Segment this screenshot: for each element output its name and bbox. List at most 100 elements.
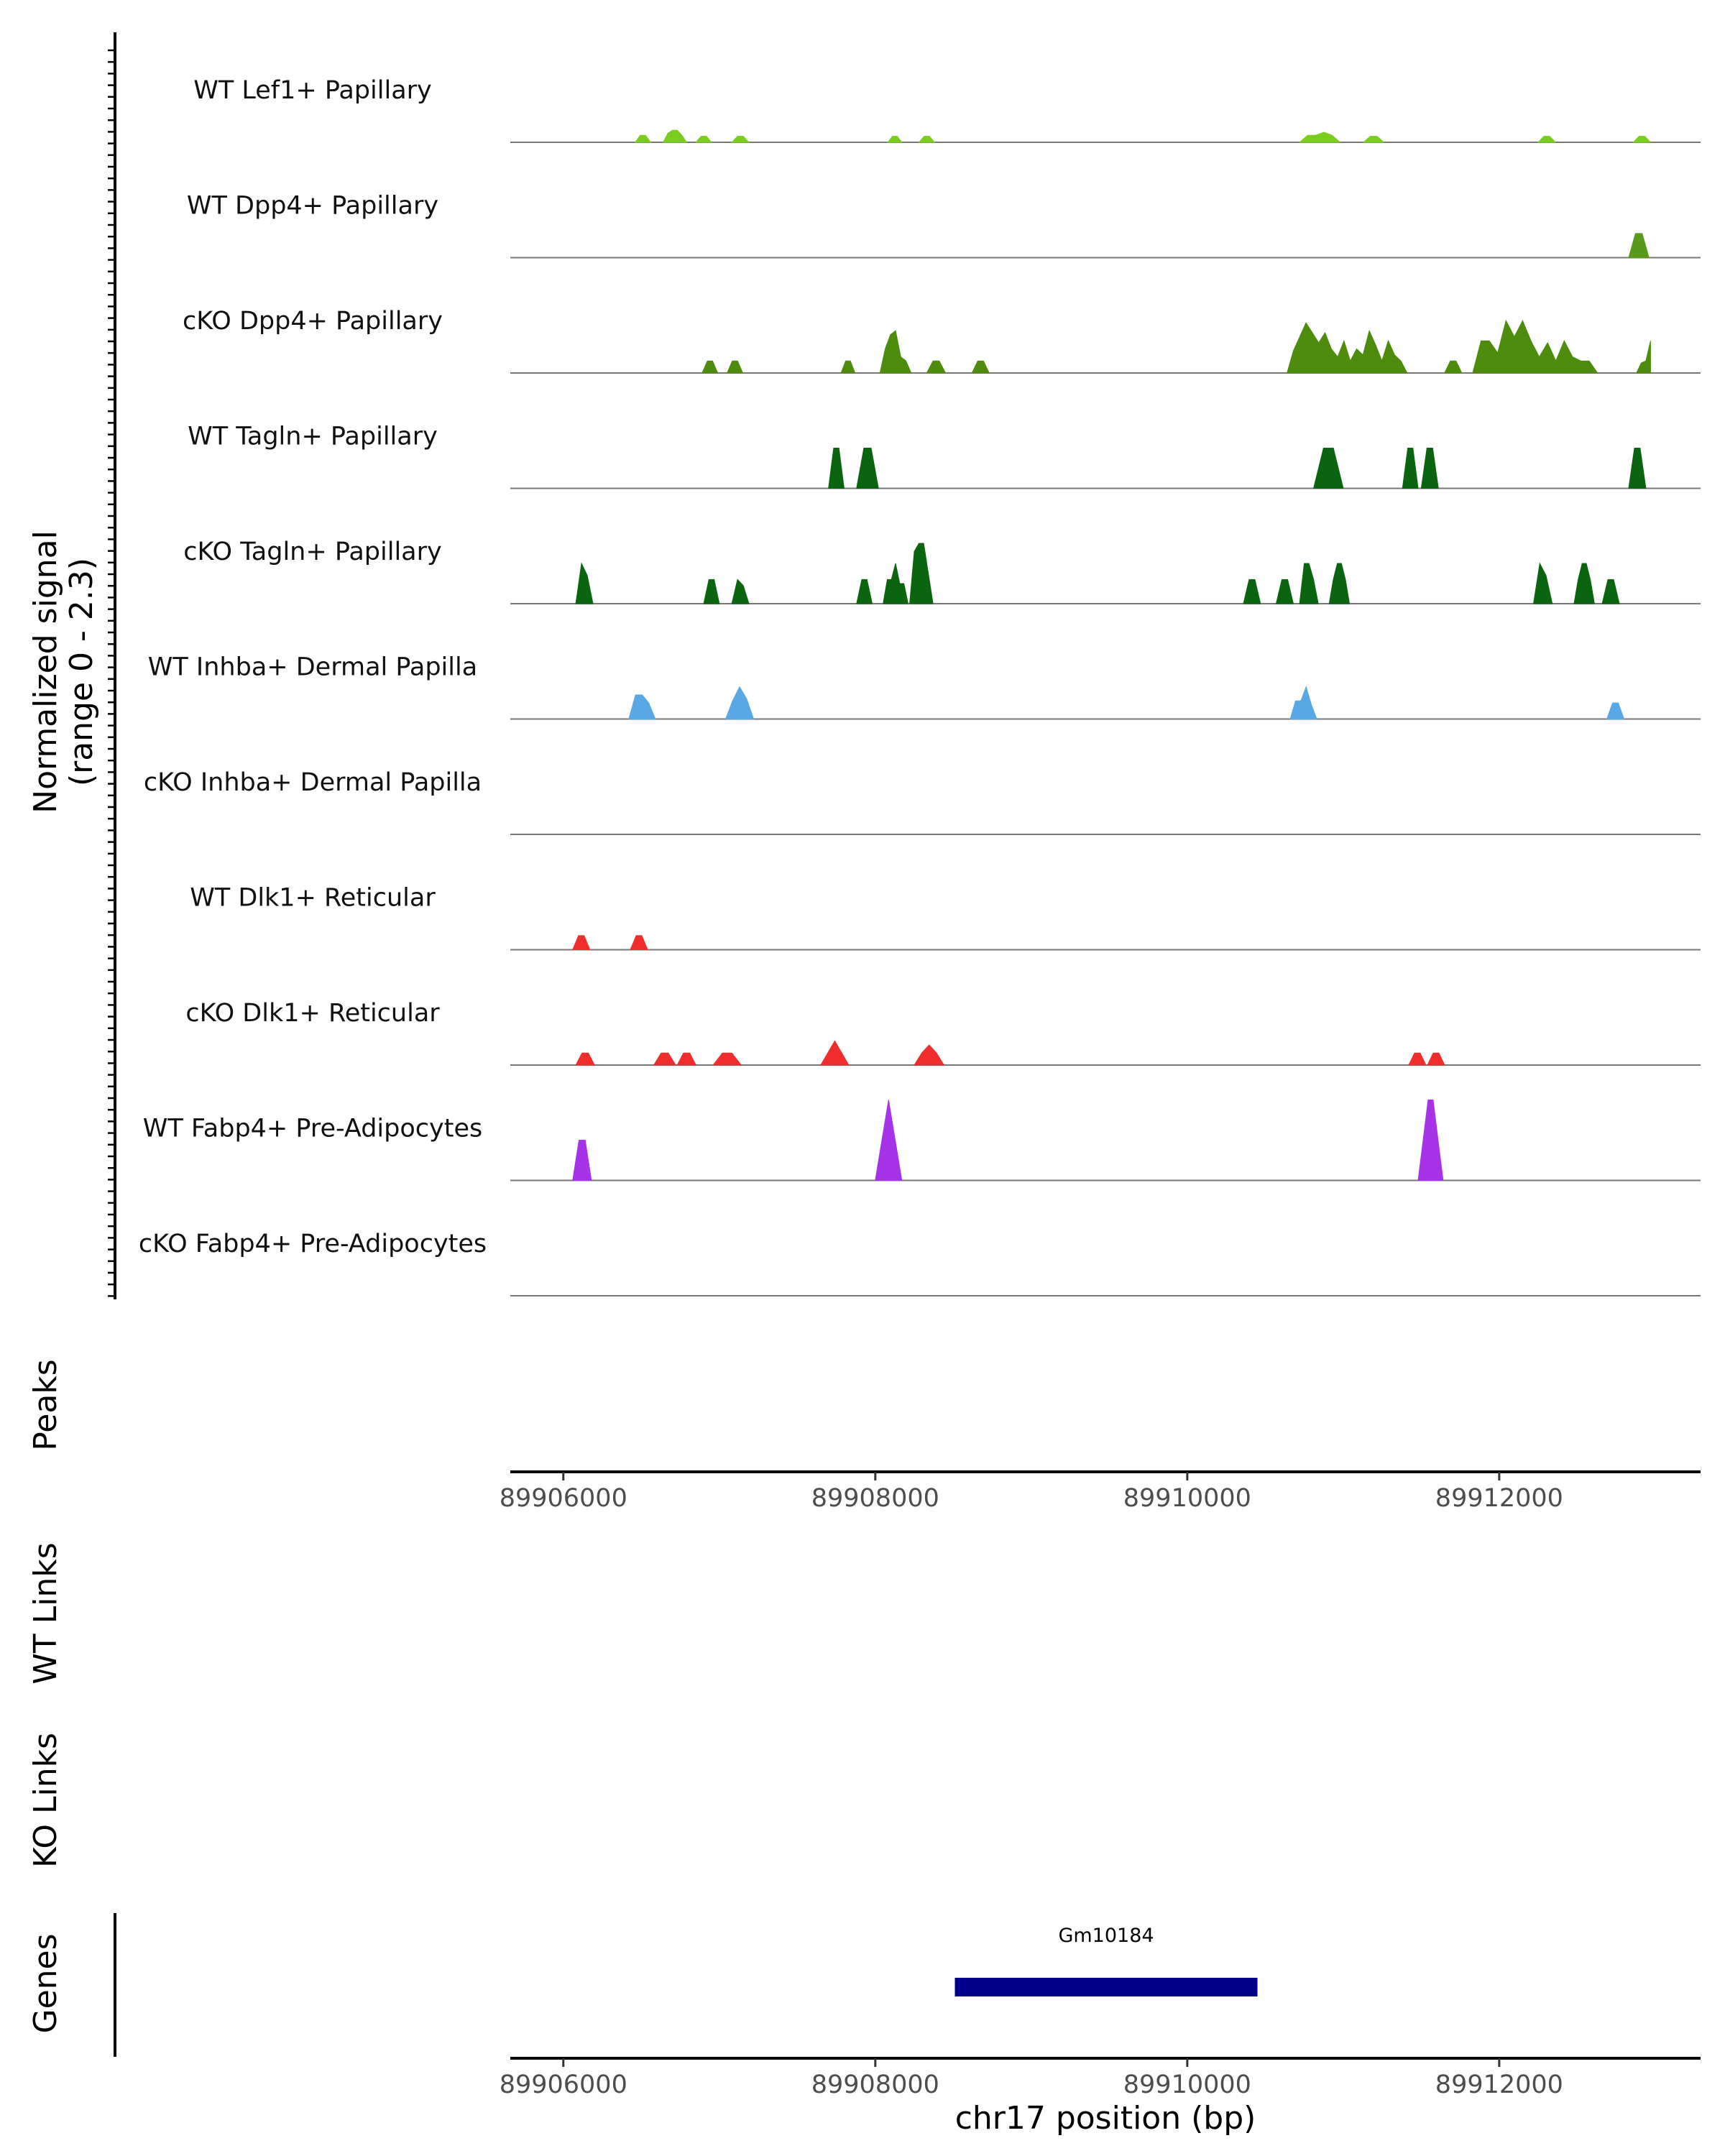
coverage-peak xyxy=(703,579,720,604)
track: WT Tagln+ Papillary xyxy=(188,423,1701,489)
track-label: WT Dpp4+ Papillary xyxy=(187,192,438,221)
track: cKO Inhba+ Dermal Papilla xyxy=(144,768,1701,835)
coverage-peak xyxy=(1408,1052,1427,1066)
x-tick-label: 89908000 xyxy=(811,2070,939,2099)
coverage-peak xyxy=(695,136,713,143)
track: cKO Fabp4+ Pre-Adipocytes xyxy=(139,1230,1701,1296)
gene-body xyxy=(954,1978,1258,1996)
x-tick-label: 89910000 xyxy=(1123,2070,1251,2099)
wt-links-section-label: WT Links xyxy=(27,1542,64,1684)
x-tick-label: 89912000 xyxy=(1435,2070,1563,2099)
coverage-peak xyxy=(653,1052,676,1066)
track: WT Fabp4+ Pre-Adipocytes xyxy=(143,1100,1701,1181)
coverage-peak xyxy=(875,1100,903,1181)
peaks-section-label: Peaks xyxy=(27,1359,64,1450)
coverage-peak xyxy=(1533,562,1553,604)
coverage-peak xyxy=(1289,686,1317,719)
coverage-peak xyxy=(820,1040,850,1066)
coverage-peak xyxy=(1573,563,1595,604)
genes-section-label: Genes xyxy=(27,1933,64,2033)
x-tick-label: 89906000 xyxy=(500,2070,627,2099)
coverage-peak xyxy=(1472,319,1598,374)
coverage-peak xyxy=(572,935,591,950)
track: WT Dlk1+ Reticular xyxy=(190,884,1701,951)
coverage-peak xyxy=(1299,563,1319,604)
coverage-peak xyxy=(630,935,648,950)
track: WT Dpp4+ Papillary xyxy=(187,192,1701,259)
coverage-peak xyxy=(1628,233,1650,258)
coverage-peak xyxy=(731,136,750,143)
coverage-peak xyxy=(1417,1100,1444,1181)
track-label: WT Dlk1+ Reticular xyxy=(190,884,436,913)
coverage-peak xyxy=(724,686,755,719)
x-tick-label: 89908000 xyxy=(811,1484,939,1513)
coverage-peak xyxy=(883,563,909,604)
coverage-peak xyxy=(879,330,912,374)
coverage-peak xyxy=(1632,136,1652,143)
coverage-peak xyxy=(676,1052,697,1066)
coverage-peak xyxy=(1328,563,1351,604)
coverage-peak xyxy=(828,448,845,489)
ko-links-section-label: KO Links xyxy=(27,1733,64,1868)
coverage-peak xyxy=(702,360,719,374)
x-tick-label: 89906000 xyxy=(500,1484,627,1513)
x-axis-title: chr17 position (bp) xyxy=(955,2100,1256,2137)
coverage-peak xyxy=(572,1140,592,1181)
gene-annotations: Gm10184 xyxy=(954,1925,1258,1996)
track-label: cKO Dpp4+ Papillary xyxy=(183,307,443,336)
coverage-peak xyxy=(1275,579,1294,604)
coverage-y-axis-ticks xyxy=(108,49,115,1297)
track-label: cKO Tagln+ Papillary xyxy=(183,538,442,566)
coverage-peak xyxy=(1628,448,1647,489)
coverage-peak xyxy=(914,1044,945,1066)
coverage-peak xyxy=(575,562,594,604)
coverage-peak xyxy=(1636,341,1651,374)
track: cKO Tagln+ Papillary xyxy=(183,538,1701,604)
coverage-peak xyxy=(634,134,652,143)
coverage-peak xyxy=(1420,448,1439,489)
track-label: cKO Fabp4+ Pre-Adipocytes xyxy=(139,1230,487,1258)
x-axis-bottom: 89906000 89908000 89910000 89912000 xyxy=(500,2057,1701,2099)
coverage-peak xyxy=(726,360,744,374)
coverage-peak xyxy=(887,136,903,143)
track: WT Inhba+ Dermal Papilla xyxy=(148,653,1701,720)
coverage-peak xyxy=(1402,448,1419,489)
coverage-peak xyxy=(1427,1052,1445,1066)
coverage-peak xyxy=(1537,136,1557,143)
coverage-peak xyxy=(662,129,688,143)
coverage-peak xyxy=(628,694,656,719)
coverage-peak xyxy=(1243,579,1261,604)
coverage-peak xyxy=(712,1052,742,1066)
coverage-peak xyxy=(1312,448,1344,489)
gene-label: Gm10184 xyxy=(1058,1925,1154,1947)
track-label: WT Fabp4+ Pre-Adipocytes xyxy=(143,1115,482,1143)
coverage-peak xyxy=(1444,360,1463,374)
coverage-peak xyxy=(840,360,856,374)
x-axis-top: 89906000 89908000 89910000 89912000 xyxy=(500,1470,1701,1513)
x-tick-label: 89910000 xyxy=(1123,1484,1251,1513)
coverage-peak xyxy=(1606,702,1625,719)
coverage-ylabel-line2: (range 0 - 2.3) xyxy=(63,558,100,786)
x-tick-label: 89912000 xyxy=(1435,1484,1563,1513)
coverage-peak xyxy=(856,579,873,604)
track: cKO Dpp4+ Papillary xyxy=(183,307,1701,374)
coverage-peak xyxy=(918,136,936,143)
coverage-peak xyxy=(926,360,947,374)
track: cKO Dlk1+ Reticular xyxy=(185,999,1701,1066)
coverage-peak xyxy=(971,360,990,374)
coverage-peak xyxy=(856,448,879,489)
track-label: WT Tagln+ Papillary xyxy=(188,423,438,451)
coverage-peak xyxy=(731,579,750,604)
coverage-peak xyxy=(1287,321,1408,374)
coverage-peak xyxy=(1601,579,1620,604)
track-label: cKO Dlk1+ Reticular xyxy=(185,999,440,1028)
coverage-peak xyxy=(1298,132,1341,143)
coverage-tracks: WT Lef1+ Papillary WT Dpp4+ Papillary cKO … xyxy=(139,76,1701,1296)
coverage-peak xyxy=(909,543,934,604)
track-label: WT Inhba+ Dermal Papilla xyxy=(148,653,477,682)
coverage-ylabel-line1: Normalized signal xyxy=(27,530,64,814)
track-label: WT Lef1+ Papillary xyxy=(193,76,432,105)
coverage-peak xyxy=(1362,136,1385,143)
track-label: cKO Inhba+ Dermal Papilla xyxy=(144,768,482,797)
